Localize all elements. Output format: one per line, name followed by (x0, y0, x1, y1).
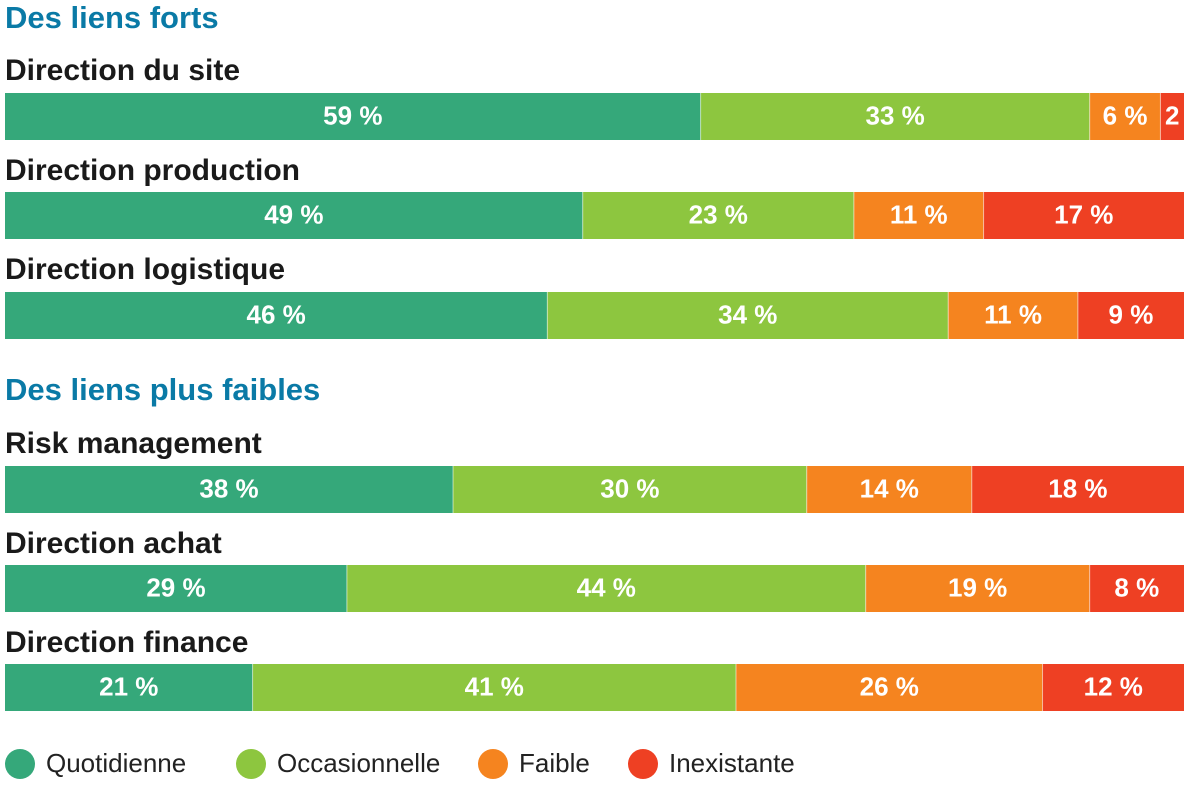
segment-divider (806, 466, 808, 513)
bar-segment-inexistante (983, 192, 1184, 239)
bar-segment-quotidienne (5, 466, 454, 513)
bar-value-label: 11 % (890, 199, 948, 229)
segment-divider (346, 565, 348, 612)
segment-divider (1159, 93, 1161, 140)
segment-divider (853, 192, 855, 239)
segment-divider (546, 292, 548, 339)
bar-segment-occasionnelle (252, 664, 736, 711)
row-label: Risk management (5, 427, 262, 460)
bar-value-label: 14 % (860, 473, 919, 503)
segment-divider (971, 466, 973, 513)
bar-value-label: 38 % (199, 473, 258, 503)
bar-segment-occasionnelle (346, 565, 866, 612)
legend-label: Inexistante (669, 748, 795, 778)
bar-segment-inexistante (1160, 93, 1184, 140)
segment-divider (983, 192, 985, 239)
bar-value-label: 11 % (984, 299, 1042, 329)
bar-value-label: 21 % (99, 671, 158, 701)
row-label: Direction achat (5, 527, 222, 560)
segment-divider (700, 93, 702, 140)
segment-divider (1077, 292, 1079, 339)
bar-segment-inexistante (1089, 565, 1184, 612)
bar-value-label: 18 % (1048, 473, 1107, 503)
section-title: Des liens forts (5, 0, 219, 35)
segment-divider (735, 664, 737, 711)
bar-value-label: 30 % (600, 473, 659, 503)
bar-segment-faible (865, 565, 1090, 612)
segment-divider (582, 192, 584, 239)
bar-segment-inexistante (971, 466, 1184, 513)
bar-value-label: 23 % (689, 199, 748, 229)
bar-value-label: 46 % (247, 299, 306, 329)
segment-divider (252, 664, 254, 711)
segment-divider (1089, 93, 1091, 140)
legend-swatch-inexistante (628, 749, 658, 779)
bar-value-label: 26 % (860, 671, 919, 701)
bar-value-label: 59 % (323, 100, 382, 130)
bar-segment-faible (853, 192, 984, 239)
bar-value-label: 29 % (146, 572, 205, 602)
legend-label: Occasionnelle (277, 748, 440, 778)
bar-value-label: 41 % (465, 671, 524, 701)
bar-segment-faible (1089, 93, 1161, 140)
bar-segment-quotidienne (5, 192, 583, 239)
segment-divider (452, 466, 454, 513)
bar-segment-inexistante (1042, 664, 1184, 711)
bar-segment-occasionnelle (547, 292, 949, 339)
bar-segment-quotidienne (5, 292, 548, 339)
row-label: Direction logistique (5, 253, 285, 286)
bar-segment-faible (735, 664, 1043, 711)
bar-segment-quotidienne (5, 565, 347, 612)
bar-segment-quotidienne (5, 93, 701, 140)
bar-segment-occasionnelle (453, 466, 807, 513)
segment-divider (1089, 565, 1091, 612)
bar-segment-occasionnelle (582, 192, 854, 239)
bar-segment-quotidienne (5, 664, 253, 711)
bar-value-label: 34 % (718, 299, 777, 329)
legend-swatch-occasionnelle (236, 749, 266, 779)
bar-value-label: 2 (1165, 100, 1179, 130)
bar-value-label: 44 % (577, 572, 636, 602)
row-label: Direction production (5, 154, 300, 187)
bar-value-label: 17 % (1054, 199, 1113, 229)
legend-label: Faible (519, 748, 590, 778)
legend-label: Quotidienne (46, 748, 186, 778)
legend-swatch-quotidienne (5, 749, 35, 779)
legend-swatch-faible (478, 749, 508, 779)
bar-segment-occasionnelle (700, 93, 1090, 140)
bar-value-label: 9 % (1109, 299, 1154, 329)
bar-value-label: 12 % (1084, 671, 1143, 701)
segment-divider (1042, 664, 1044, 711)
bar-segment-inexistante (1077, 292, 1184, 339)
bar-value-label: 33 % (866, 100, 925, 130)
bar-value-label: 6 % (1103, 100, 1148, 130)
segment-divider (865, 565, 867, 612)
bar-segment-faible (948, 292, 1078, 339)
bar-value-label: 49 % (264, 199, 323, 229)
section-title: Des liens plus faibles (5, 372, 320, 407)
bar-value-label: 8 % (1114, 572, 1159, 602)
bar-value-label: 19 % (948, 572, 1007, 602)
segment-divider (947, 292, 949, 339)
row-label: Direction du site (5, 54, 240, 87)
row-label: Direction finance (5, 626, 248, 659)
bar-segment-faible (806, 466, 972, 513)
